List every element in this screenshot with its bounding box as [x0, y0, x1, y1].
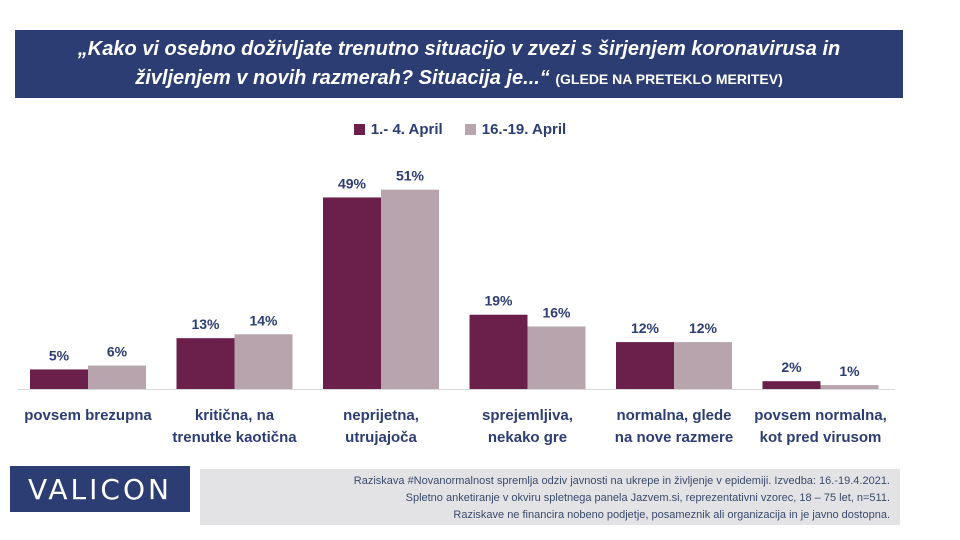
legend-label-series-2: 16.-19. April — [481, 121, 567, 138]
data-label-series-2-cat-2: 14% — [249, 312, 278, 328]
bar-series-1-cat-3 — [323, 197, 381, 389]
chart-title-banner: „Kako vi osebno doživljate trenutno situ… — [15, 30, 903, 98]
category-label-5-line-2: na nove razmere — [615, 429, 733, 446]
category-label-6-line-1: povsem normalna, — [754, 407, 887, 424]
category-label-2-line-2: trenutke kaotična — [172, 429, 297, 446]
data-label-series-2-cat-4: 16% — [542, 304, 571, 320]
chart-title-question-end: življenjem v novih razmerah? Situacija j… — [135, 66, 550, 89]
bar-series-1-cat-1 — [30, 369, 88, 389]
footnote-line-3: Raziskave ne financira nobeno podjetje, … — [453, 509, 890, 521]
chart-title-line2: življenjem v novih razmerah? Situacija j… — [135, 64, 783, 94]
valicon-logo: VALICON — [10, 466, 190, 512]
bar-series-1-cat-2 — [176, 338, 235, 389]
bar-series-1-cat-6 — [762, 381, 821, 389]
data-label-series-1-cat-4: 19% — [484, 293, 513, 309]
bar-series-2-cat-3 — [381, 189, 439, 389]
data-label-series-1-cat-1: 5% — [49, 347, 70, 363]
data-label-series-2-cat-6: 1% — [839, 363, 860, 379]
data-label-series-2-cat-1: 6% — [107, 344, 128, 360]
data-label-series-2-cat-3: 51% — [396, 168, 425, 184]
bar-series-1-cat-5 — [616, 342, 674, 389]
data-label-series-1-cat-3: 49% — [338, 175, 367, 191]
data-label-series-1-cat-2: 13% — [191, 316, 220, 332]
chart-subtitle: (GLEDE NA PRETEKLO MERITEV) — [555, 70, 783, 87]
legend-swatch-series-1 — [353, 124, 365, 135]
bar-series-2-cat-6 — [820, 385, 879, 389]
category-label-4-line-2: nekako gre — [488, 429, 567, 446]
category-label-3-line-2: utrujajoča — [345, 429, 417, 446]
data-label-series-1-cat-5: 12% — [631, 320, 660, 336]
bar-series-2-cat-4 — [527, 326, 586, 389]
bar-series-2-cat-2 — [234, 334, 293, 389]
category-label-5-line-1: normalna, glede — [616, 407, 731, 424]
data-label-series-2-cat-5: 12% — [689, 320, 718, 336]
category-label-3-line-1: neprijetna, — [343, 407, 419, 424]
chart-title-line1: „Kako vi osebno doživljate trenutno situ… — [77, 37, 841, 60]
legend-label-series-1: 1.- 4. April — [370, 121, 443, 138]
category-label-6-line-2: kot pred virusom — [760, 429, 882, 446]
bar-chart: 5% 6% povsem brezupna 13% 14% kritična, na tre… — [18, 168, 895, 446]
footnote-line-2: Spletno anketiranje v okviru spletnega p… — [405, 492, 890, 504]
footnote-line-1: Raziskava #Novanormalnost spremlja odziv… — [353, 475, 890, 487]
legend-item-series-1: 1.- 4. April — [353, 121, 443, 138]
category-label-1-line-1: povsem brezupna — [24, 407, 152, 424]
bar-series-2-cat-1 — [88, 365, 146, 389]
data-label-series-1-cat-6: 2% — [781, 359, 802, 375]
footnote: Raziskava #Novanormalnost spremlja odziv… — [200, 469, 900, 525]
legend-item-series-2: 16.-19. April — [464, 121, 567, 138]
category-label-2-line-1: kritična, na — [195, 407, 275, 424]
bar-series-2-cat-5 — [674, 342, 732, 389]
chart-legend: 1.- 4. April 16.-19. April — [0, 121, 920, 138]
category-label-4-line-1: sprejemljiva, — [482, 407, 573, 424]
bar-series-1-cat-4 — [469, 314, 528, 389]
legend-swatch-series-2 — [464, 124, 476, 135]
